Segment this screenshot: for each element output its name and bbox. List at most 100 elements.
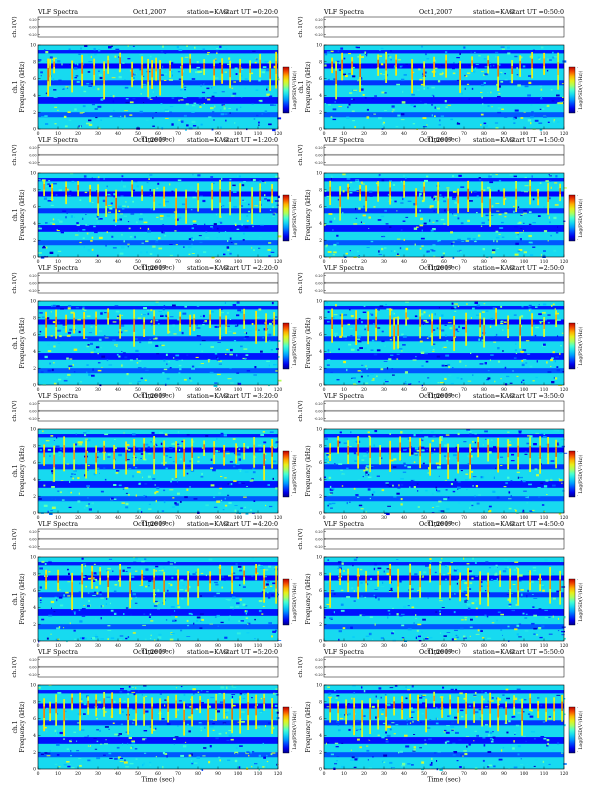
signal-burst-peak	[405, 312, 407, 319]
spectrogram-cell	[460, 222, 464, 225]
spectrogram-cell	[59, 589, 61, 591]
spectrogram-cell	[360, 508, 364, 510]
spectrogram-cell	[235, 576, 240, 579]
spectrogram-cell	[374, 430, 378, 433]
spectrogram-cell	[463, 750, 467, 752]
spectrogram-cell	[268, 255, 271, 257]
spectrogram-cell	[189, 460, 192, 462]
frequency-band	[324, 434, 564, 438]
spectrogram-cell	[135, 767, 138, 769]
spectrogram-cell	[192, 440, 195, 443]
spectrogram-cell	[412, 359, 417, 361]
signal-burst-peak	[55, 316, 57, 327]
spectrogram-cell	[381, 236, 386, 238]
spectrogram-cell	[339, 431, 342, 434]
spectrogram-cell	[213, 128, 217, 130]
spectrogram-cell	[470, 352, 472, 354]
spectrogram-cell	[324, 616, 326, 619]
signal-burst-peak	[341, 319, 343, 328]
spectrogram-cell	[388, 200, 390, 202]
spectrogram-cell	[531, 731, 535, 733]
spectrogram-cell	[443, 223, 446, 225]
spectrogram-cell	[474, 562, 477, 564]
spectrogram-cell	[178, 364, 182, 367]
spectrogram-cell	[538, 304, 540, 305]
spectrogram-cell	[387, 193, 391, 196]
spectrogram-cell	[268, 364, 270, 367]
spectrogram-cell	[493, 566, 498, 570]
spectrogram-cell	[207, 98, 211, 101]
spectrogram-cell	[156, 444, 158, 446]
spectrogram-cell	[471, 502, 473, 505]
spectrogram-ytick-label: 4	[319, 733, 322, 739]
spectrogram-cell	[68, 367, 71, 370]
spectrogram-cell	[199, 343, 202, 346]
signal-burst-peak	[331, 317, 333, 329]
spectrogram-cell	[377, 219, 382, 221]
spectrogram-cell	[86, 224, 90, 226]
spectrogram-cell	[394, 317, 398, 319]
spectrogram-cell	[131, 575, 135, 578]
spectrogram-cell	[503, 486, 507, 488]
spectrogram-cell	[229, 368, 232, 370]
spectrogram-cell	[86, 122, 90, 125]
spectrogram-cell	[352, 120, 355, 122]
spectrogram-cell	[557, 335, 559, 337]
spectrogram-cell	[79, 582, 81, 585]
signal-burst-peak	[377, 574, 379, 581]
spectrogram-cell	[428, 335, 431, 338]
waveform-ytick-label: 0.20	[315, 18, 322, 22]
spectrogram-cell	[466, 745, 468, 748]
spectrogram-cell	[56, 229, 58, 230]
spectrogram-cell	[443, 455, 446, 457]
spectrogram-cell	[121, 502, 126, 504]
spectrogram-cell	[490, 354, 494, 356]
spectrogram-cell	[166, 214, 171, 217]
spectrogram-cell	[440, 115, 444, 117]
spectrogram-cell	[501, 236, 505, 238]
spectrogram-xtick-label: 100	[520, 771, 529, 777]
spectrogram-cell	[346, 501, 348, 505]
spectrogram-cell	[258, 124, 260, 126]
spectrogram-cell	[338, 638, 340, 641]
spectrogram-cell	[236, 301, 240, 304]
spectrogram-cell	[360, 375, 363, 378]
spectrogram-cell	[389, 380, 391, 382]
spectrogram-cell	[404, 312, 406, 315]
spectrogram-cell	[442, 196, 445, 198]
spectrogram-ytick-label: 6	[319, 332, 322, 338]
spectrogram-cell	[355, 180, 359, 181]
spectrogram-cell	[227, 202, 231, 204]
spectrogram-cell	[195, 708, 198, 710]
spectrogram-cell	[485, 696, 489, 698]
spectrogram-cell	[116, 317, 119, 319]
spectrogram-cell	[542, 585, 545, 588]
spectrogram-cell	[172, 324, 175, 327]
spectrogram-cell	[513, 357, 517, 359]
spectrogram-cell	[239, 745, 243, 747]
spectrogram-cell	[79, 764, 82, 767]
spectrogram-cell	[125, 607, 129, 609]
spectrogram-cell	[433, 199, 437, 201]
spectrogram-xtick-label: 10	[341, 387, 347, 393]
spectrogram-cell	[104, 433, 109, 436]
signal-burst-peak	[481, 703, 483, 715]
spectrogram-cell	[327, 321, 330, 323]
signal-burst-peak	[347, 187, 349, 194]
spectrogram-cell	[155, 301, 159, 303]
colorbar	[282, 194, 290, 242]
spectrogram-cell	[561, 83, 565, 85]
spectrogram-xtick-label: 10	[341, 515, 347, 521]
spectrogram-cell	[183, 378, 187, 381]
spectrogram-cell	[149, 253, 153, 255]
spectrogram-cell	[191, 78, 196, 80]
spectrogram-cell	[193, 102, 197, 105]
spectrogram-cell	[92, 638, 96, 640]
spectrogram-cell	[328, 104, 331, 106]
spectrogram-cell	[441, 558, 443, 560]
spectrogram-ylabel: Frequency (kHz)	[305, 701, 312, 752]
spectrogram-cell	[395, 126, 399, 128]
spectrogram-cell	[47, 752, 51, 754]
spectrogram-xtick-label: 20	[75, 131, 81, 137]
spectrogram-cell	[504, 198, 507, 200]
